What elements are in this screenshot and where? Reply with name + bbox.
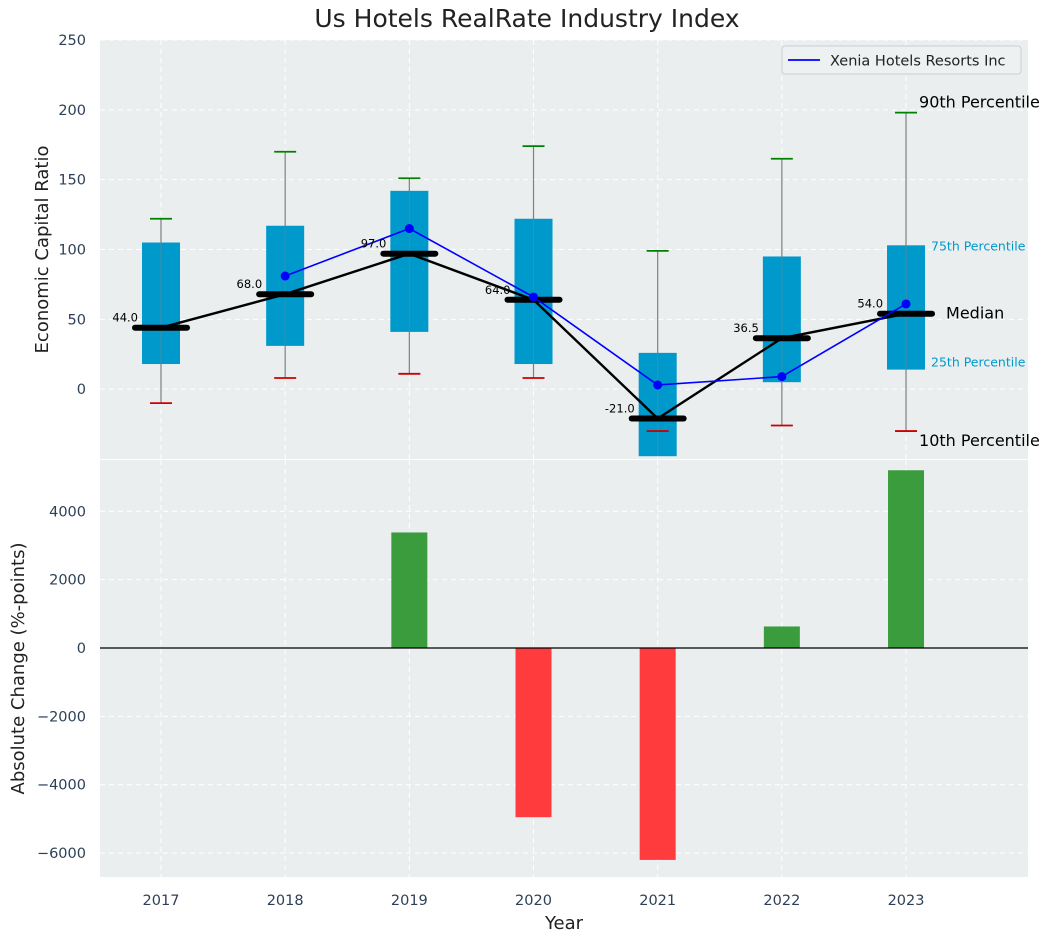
xlabel: Year [544,913,584,934]
top-ytick-label: 50 [68,312,86,328]
top-ytick-label: 0 [77,382,86,398]
xtick-label: 2023 [888,893,925,909]
bottom-marks [100,470,1028,860]
p25-annotation: 25th Percentile [931,355,1026,370]
bottom-ytick-label: −6000 [37,846,86,862]
company-point [404,224,414,234]
p90-annotation: 90th Percentile [919,93,1040,112]
bottom-ytick-label: 4000 [49,504,86,520]
legend-box [781,45,1022,75]
top-ytick-label: 200 [58,103,86,119]
xtick-label: 2018 [267,893,304,909]
company-point [653,380,663,390]
median-value-label: 97.0 [361,237,387,251]
median-value-label: 36.5 [733,321,759,335]
bottom-plot-area [100,460,1028,877]
bottom-ytick-label: 0 [77,641,86,657]
median-value-label: -21.0 [605,401,635,415]
company-point [901,299,911,309]
xtick-label: 2020 [515,893,552,909]
median-value-label: 44.0 [112,311,138,325]
p75-annotation: 75th Percentile [931,238,1026,253]
change-bar [763,626,800,648]
median-value-label: 68.0 [237,277,263,291]
top-ylabel: Economic Capital Ratio [32,146,53,354]
company-point [280,271,290,281]
change-bar [391,532,428,648]
change-bar [639,647,676,860]
median-annotation: Median [946,304,1004,323]
xtick-label: 2017 [143,893,180,909]
xtick-label: 2022 [763,893,800,909]
xtick-label: 2019 [391,893,428,909]
company-line [284,227,907,386]
xtick-label: 2021 [639,893,676,909]
median-value-label: 64.0 [485,283,511,297]
top-ytick-label: 150 [58,173,86,189]
company-point [777,372,787,382]
bottom-ylabel: Absolute Change (%-points) [8,543,29,795]
change-bar [515,647,552,818]
top-ytick-label: 250 [58,33,86,49]
change-bar [888,470,925,648]
bottom-ytick-label: −4000 [37,778,86,794]
legend: Xenia Hotels Resorts Inc [781,45,1022,75]
top-ytick-label: 100 [58,243,86,259]
legend-label: Xenia Hotels Resorts Inc [830,54,1006,70]
chart-title: Us Hotels RealRate Industry Index [314,4,740,33]
top-marks [132,111,936,457]
median-value-label: 54.0 [857,297,883,311]
bottom-ytick-label: −2000 [37,709,86,725]
company-point [529,292,539,302]
bottom-ytick-label: 2000 [49,573,86,589]
p10-annotation: 10th Percentile [919,431,1040,450]
